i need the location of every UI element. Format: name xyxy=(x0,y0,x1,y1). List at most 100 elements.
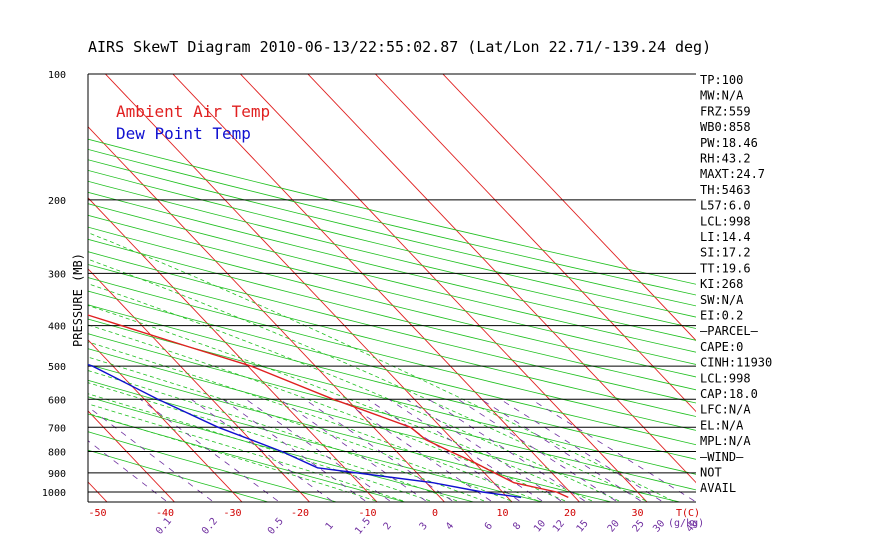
pressure-tick-label: 500 xyxy=(48,362,66,373)
index-label: —WIND— xyxy=(700,450,744,464)
mixing-ratio-unit: (g/kg) xyxy=(668,518,704,529)
moist-adiabat-line xyxy=(88,370,485,502)
mixing-ratio-label: 25 xyxy=(631,518,647,534)
index-label: EL:N/A xyxy=(700,418,744,432)
index-label: LI:14.4 xyxy=(700,230,751,244)
temp-tick-label: -50 xyxy=(88,508,106,519)
mixing-ratio-line xyxy=(530,398,695,502)
mixing-ratio-line xyxy=(245,398,390,502)
dry-adiabat-line xyxy=(88,396,476,502)
mixing-ratio-label: 30 xyxy=(651,518,667,534)
isotherm-line xyxy=(0,55,46,509)
dry-adiabat-line xyxy=(88,277,696,431)
dry-adiabat-line xyxy=(88,333,696,491)
dry-adiabat-line xyxy=(88,413,407,502)
mixing-ratio-line xyxy=(500,398,662,502)
temp-tick-label: 10 xyxy=(496,508,508,519)
dry-adiabat-line xyxy=(88,318,696,475)
isotherm-line xyxy=(88,197,378,502)
mixing-ratio-label: 4 xyxy=(444,521,456,533)
dry-adiabat-line xyxy=(88,379,545,502)
dry-adiabat-line xyxy=(88,203,696,353)
isotherm-line xyxy=(172,74,581,502)
axis-labels: 0.1 0.2 0.5 1 1.5 2 3 4 6 8 10 12 15 20 25 30 40(g/kg)10… xyxy=(42,70,704,537)
moist-adiabat-line xyxy=(88,283,620,502)
index-label: MPL:N/A xyxy=(700,434,751,448)
moist-adiabat-line xyxy=(88,324,566,502)
isotherm-line xyxy=(307,74,696,484)
index-label: CAP:18.0 xyxy=(700,387,758,401)
dry-adiabat-line xyxy=(88,348,682,502)
index-label: MAXT:24.7 xyxy=(700,167,765,181)
mixing-ratio-line xyxy=(480,398,641,502)
legend-ambient-air-temp: Ambient Air Temp xyxy=(116,102,270,121)
temp-tick-label: 0 xyxy=(432,508,438,519)
pressure-tick-label: 400 xyxy=(48,322,66,333)
index-label: TT:19.6 xyxy=(700,261,751,275)
mixing-ratio-label: 0.2 xyxy=(200,516,220,537)
mixing-ratio-label: 10 xyxy=(532,518,548,534)
grid-lines xyxy=(0,55,696,509)
mixing-ratio-line xyxy=(88,406,213,502)
dry-adiabat-line xyxy=(88,251,696,404)
pressure-tick-label: 100 xyxy=(48,70,66,81)
index-label: FRZ:559 xyxy=(700,104,751,118)
index-label: RH:43.2 xyxy=(700,152,751,166)
mixing-ratio-label: 15 xyxy=(575,518,591,534)
temp-tick-label: -10 xyxy=(358,508,376,519)
index-label: AVAIL xyxy=(700,481,736,495)
pressure-tick-label: 900 xyxy=(48,469,66,480)
temp-tick-label: -40 xyxy=(156,508,174,519)
dry-adiabat-line xyxy=(88,214,696,365)
index-label: LCL:998 xyxy=(700,214,751,228)
pressure-tick-label: 800 xyxy=(48,447,66,458)
index-label: EI:0.2 xyxy=(700,309,743,323)
dry-adiabat-line xyxy=(88,148,696,296)
dry-adiabat-line xyxy=(88,363,613,502)
mixing-ratio-line xyxy=(222,398,366,502)
index-label: TH:5463 xyxy=(700,183,751,197)
dry-adiabat-line xyxy=(88,169,696,318)
temp-tick-label: -20 xyxy=(291,508,309,519)
dry-adiabat-line xyxy=(88,431,339,502)
pressure-tick-label: 600 xyxy=(48,395,66,406)
mixing-ratio-label: 1.5 xyxy=(353,516,373,537)
dry-adiabat-line xyxy=(88,226,696,378)
mixing-ratio-label: 0.5 xyxy=(266,516,286,537)
isotherm-line xyxy=(88,410,176,502)
ambient-air-temp-line xyxy=(88,314,569,499)
index-label: NOT xyxy=(700,466,722,480)
isotherm-line xyxy=(88,481,108,502)
mixing-ratio-label: 6 xyxy=(483,521,495,533)
mixing-ratio-label: 2 xyxy=(382,521,394,533)
moist-adiabat-line xyxy=(88,232,674,502)
index-label: MW:N/A xyxy=(700,89,744,103)
index-label: SI:17.2 xyxy=(700,246,751,260)
moist-adiabat-line xyxy=(88,341,539,502)
index-label: SW:N/A xyxy=(700,293,744,307)
y-axis-label: PRESSURE (MB) xyxy=(71,253,85,347)
isotherm-line xyxy=(374,74,696,413)
dry-adiabat-line xyxy=(88,264,696,417)
mixing-ratio-label: 3 xyxy=(418,521,430,533)
moist-adiabat-line xyxy=(88,305,593,502)
pressure-tick-label: 1000 xyxy=(42,488,66,499)
moist-adiabat-line xyxy=(88,382,458,502)
dry-adiabat-line xyxy=(88,238,696,391)
dry-adiabat-line xyxy=(88,191,696,341)
mixing-ratio-line xyxy=(279,398,426,502)
dry-adiabat-line xyxy=(88,304,696,460)
isotherm-line xyxy=(442,74,696,342)
mixing-ratio-line xyxy=(140,398,278,502)
isotherm-line xyxy=(239,74,648,502)
mixing-ratio-line xyxy=(457,398,617,502)
mixing-ratio-line xyxy=(88,440,167,502)
temp-tick-label: 20 xyxy=(564,508,576,519)
profile-series xyxy=(88,314,569,499)
isotherm-line xyxy=(88,126,446,502)
isotherm-line xyxy=(104,74,513,502)
dry-adiabat-line xyxy=(88,449,270,502)
index-label: WB0:858 xyxy=(700,120,751,134)
chart-title: AIRS SkewT Diagram 2010-06-13/22:55:02.8… xyxy=(88,38,711,56)
